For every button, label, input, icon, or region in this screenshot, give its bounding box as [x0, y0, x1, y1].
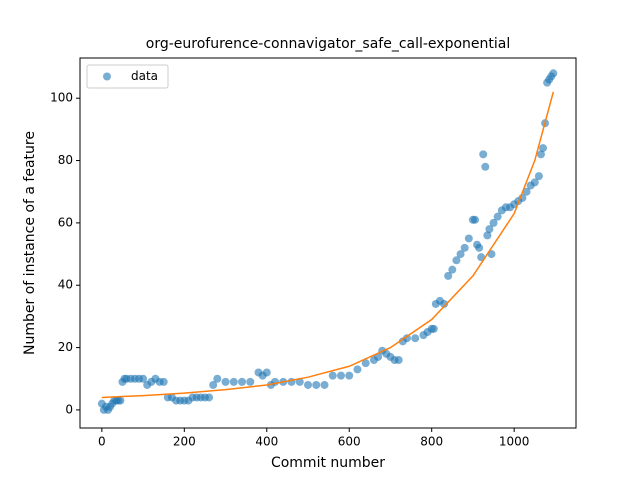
data-point [493, 212, 502, 221]
chart-title: org-eurofurence-connavigator_safe_call-e… [146, 36, 511, 52]
data-point [483, 231, 492, 240]
data-point [475, 243, 484, 252]
data-point [209, 380, 218, 389]
y-tick-label: 100 [50, 91, 73, 105]
x-tick-label: 0 [98, 435, 106, 449]
y-tick-label: 40 [58, 278, 73, 292]
y-tick-label: 60 [58, 215, 73, 229]
data-point [470, 215, 479, 224]
x-tick-label: 200 [173, 435, 196, 449]
data-point [456, 250, 465, 259]
data-point [229, 377, 238, 386]
legend-box [86, 64, 169, 89]
x-tick-label: 600 [338, 435, 361, 449]
data-point [159, 377, 168, 386]
data-point [139, 374, 148, 383]
data-point [452, 256, 461, 265]
data-point [536, 150, 545, 159]
data-point [336, 371, 345, 380]
data-point [374, 352, 383, 361]
data-point [394, 356, 403, 365]
data-point [534, 172, 543, 181]
data-point [479, 150, 488, 159]
data-point [489, 218, 498, 227]
data-point [328, 371, 337, 380]
plot-frame [79, 57, 577, 429]
y-axis-label: Number of instance of a feature [22, 131, 38, 355]
x-tick-label: 1000 [499, 435, 530, 449]
data-point [213, 374, 222, 383]
legend-marker [103, 72, 111, 81]
data-point [205, 393, 214, 402]
fit-line [101, 91, 555, 399]
y-tick-label: 80 [58, 153, 73, 167]
data-point [481, 162, 490, 171]
data-point [361, 359, 370, 368]
x-tick-label: 400 [255, 435, 278, 449]
data-point [320, 380, 329, 389]
data-point [549, 69, 558, 78]
data-point [262, 368, 271, 377]
data-point [448, 265, 457, 274]
data-point [304, 380, 313, 389]
data-point [444, 271, 453, 280]
data-point [440, 299, 449, 308]
data-point [246, 377, 255, 386]
data-point [345, 371, 354, 380]
data-point [464, 234, 473, 243]
data-point [539, 144, 548, 153]
data-point [312, 380, 321, 389]
data-point [411, 334, 420, 343]
y-tick-label: 20 [58, 340, 73, 354]
data-point [522, 187, 531, 196]
data-point [221, 377, 230, 386]
x-tick-label: 800 [420, 435, 443, 449]
x-axis-label: Commit number [271, 455, 385, 471]
data-point [429, 324, 438, 333]
data-point [530, 178, 539, 187]
y-tick-label: 0 [65, 402, 73, 416]
data-point [402, 334, 411, 343]
data-point [238, 377, 247, 386]
data-point [116, 396, 125, 405]
data-point [460, 243, 469, 252]
legend-label: data [131, 69, 158, 83]
data-point [353, 365, 362, 374]
data-point [485, 225, 494, 234]
